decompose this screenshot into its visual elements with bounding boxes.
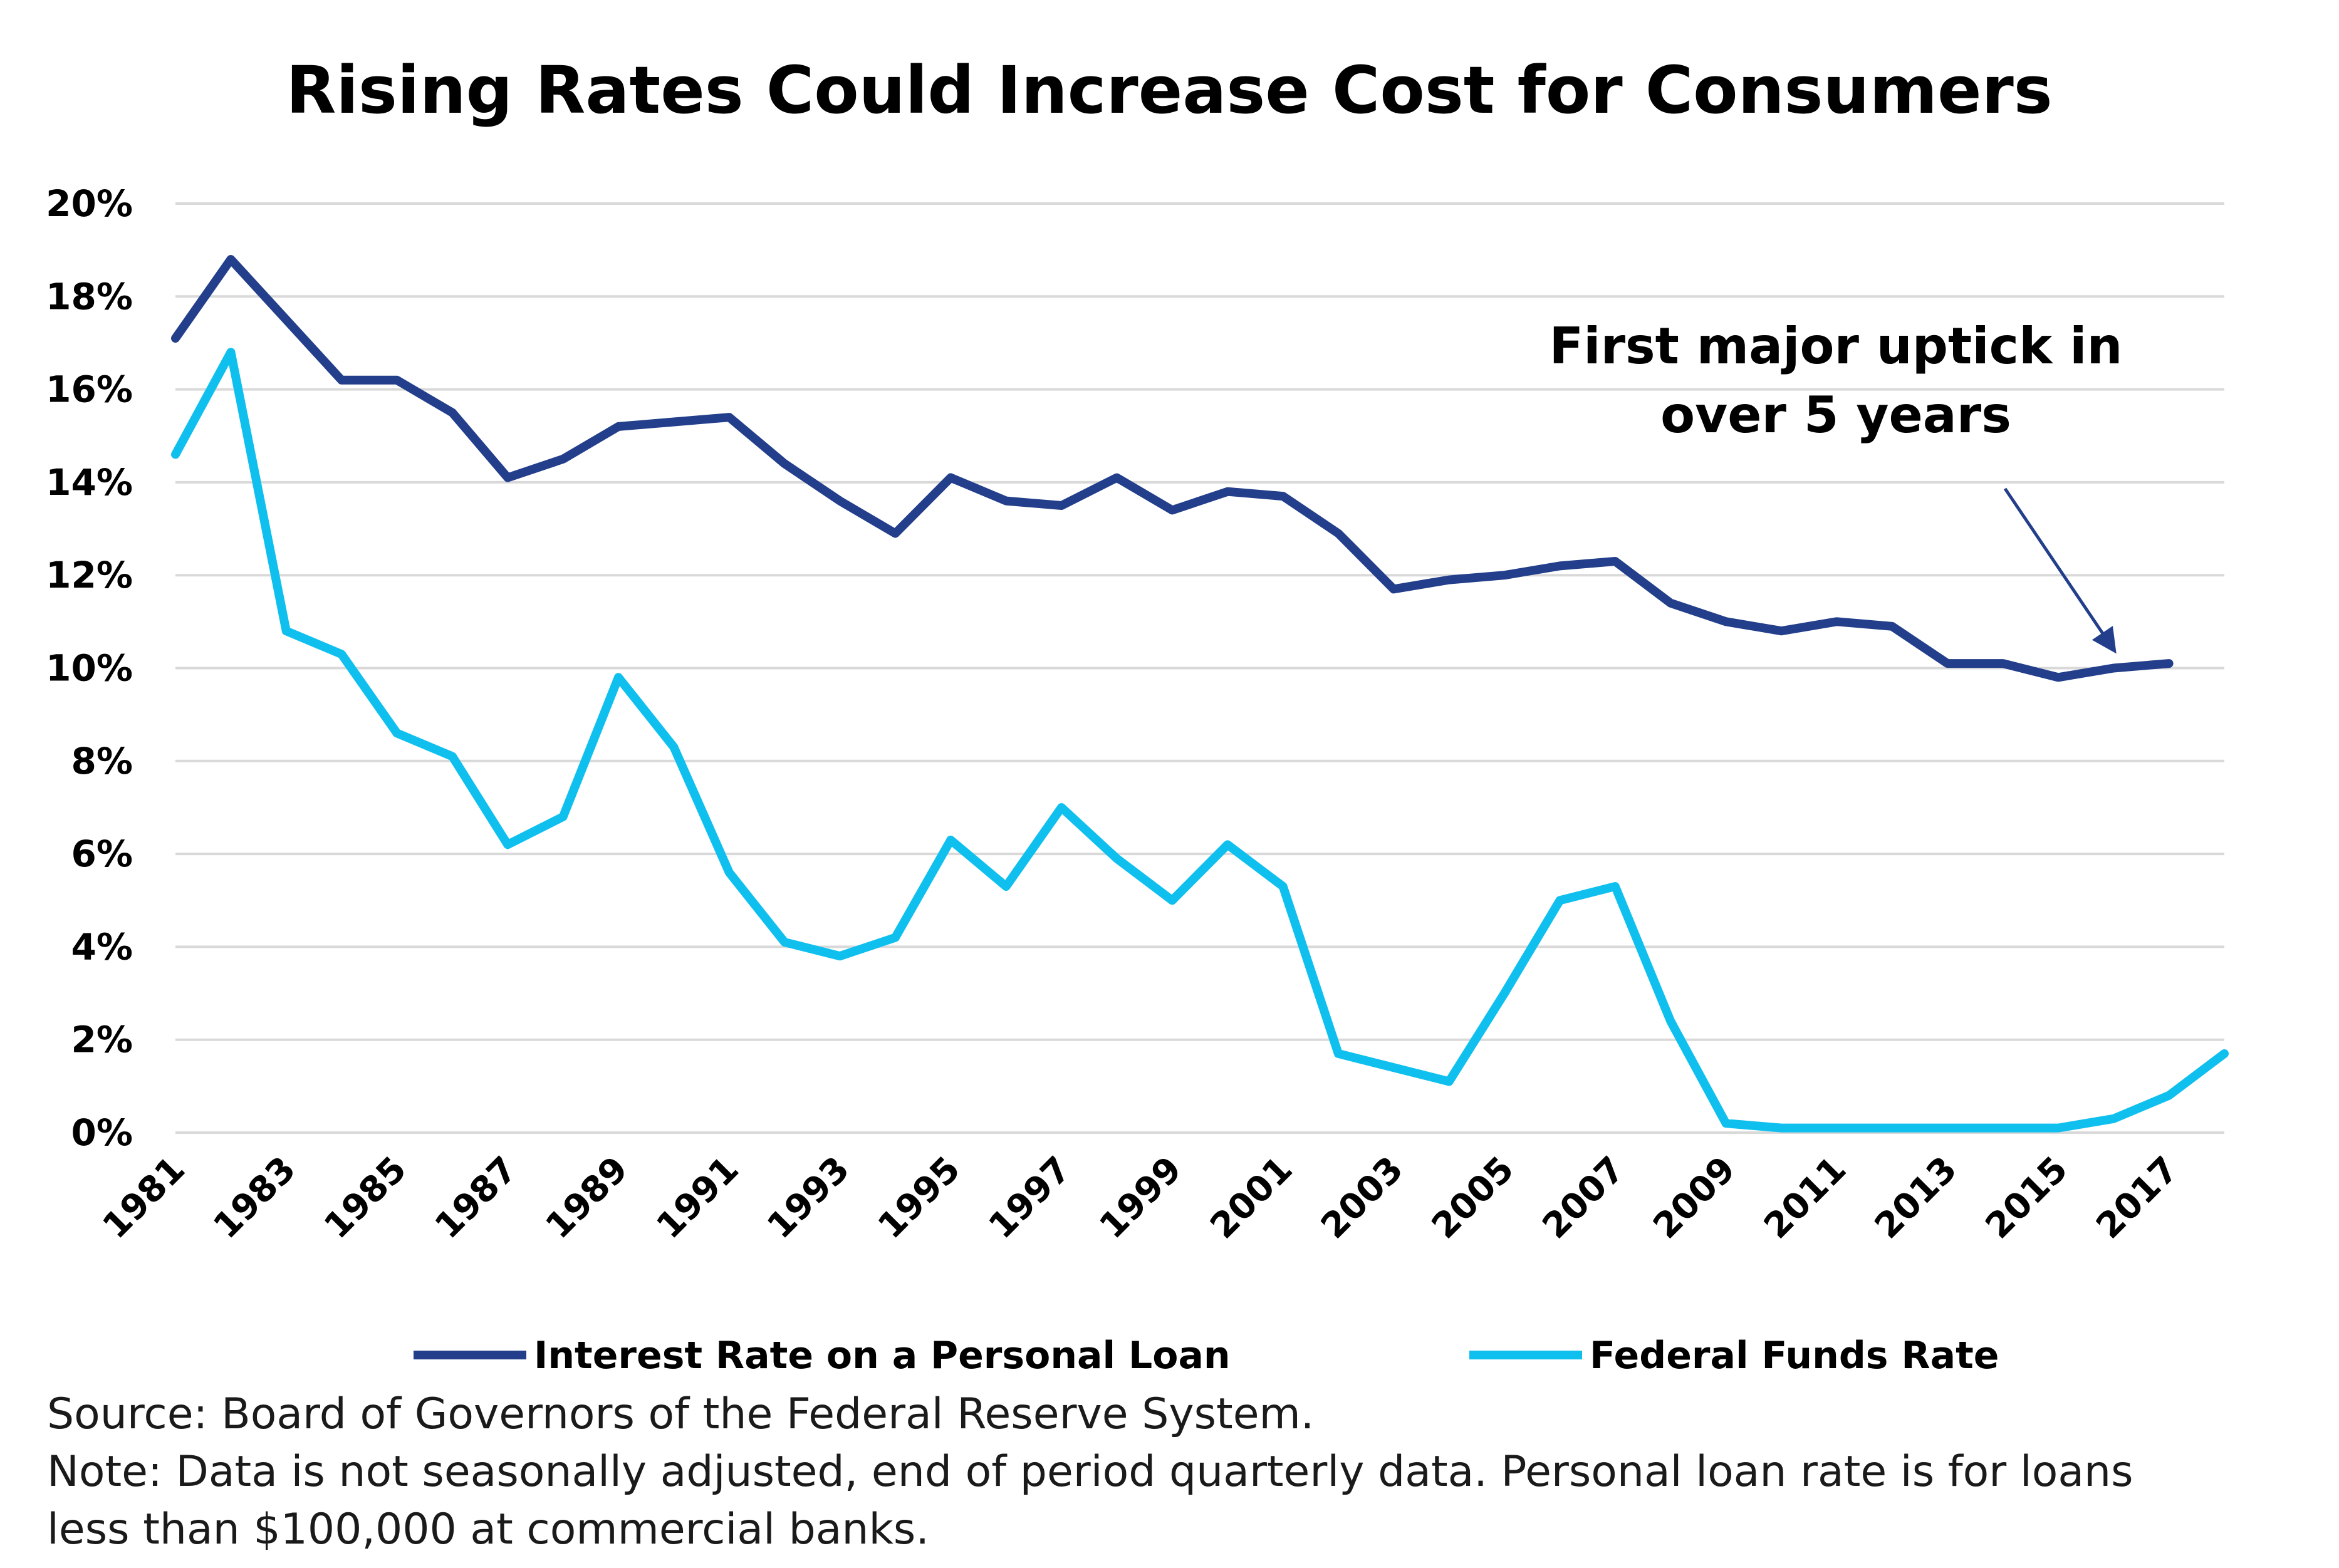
y-tick-label: 14%: [46, 461, 133, 504]
x-tick-label: 2017: [2088, 1149, 2186, 1247]
y-tick-label: 2%: [71, 1019, 133, 1061]
annotation: First major uptick in over 5 years: [1550, 317, 2123, 654]
annotation-line-2: over 5 years: [1660, 386, 2011, 444]
x-tick-label: 1993: [759, 1149, 857, 1247]
x-tick-label: 2015: [1978, 1149, 2076, 1247]
y-tick-label: 4%: [71, 925, 133, 968]
chart-title: Rising Rates Could Increase Cost for Con…: [286, 52, 2052, 128]
x-tick-label: 2005: [1424, 1149, 1522, 1247]
y-tick-label: 0%: [71, 1111, 133, 1154]
data-note-line-1: Note: Data is not seasonally adjusted, e…: [47, 1447, 2133, 1497]
x-tick-label: 1997: [981, 1149, 1079, 1247]
x-tick-label: 1987: [427, 1149, 525, 1247]
series-line-federal-funds: [171, 348, 2229, 1133]
y-tick-label: 16%: [46, 368, 133, 411]
x-tick-label: 2003: [1313, 1149, 1411, 1247]
series-line-personal-loan: [171, 255, 2174, 682]
x-tick-label: 2007: [1535, 1149, 1633, 1247]
x-tick-label: 2009: [1645, 1149, 1743, 1247]
x-axis-tick-labels: 1981 1983 1985 1987 1989 1991 1993 1995 1997 1999…: [95, 1149, 2187, 1247]
x-tick-label: 2001: [1202, 1149, 1300, 1247]
annotation-arrow: [2003, 487, 2117, 654]
x-tick-label: 1991: [649, 1149, 747, 1247]
x-tick-label: 1983: [206, 1149, 303, 1247]
footnotes: Source: Board of Governors of the Federa…: [47, 1389, 2133, 1554]
x-tick-label: 1989: [538, 1149, 636, 1247]
annotation-line-1: First major uptick in: [1550, 317, 2123, 375]
y-tick-label: 10%: [46, 647, 133, 690]
y-tick-label: 8%: [71, 740, 133, 782]
y-tick-label: 6%: [71, 833, 133, 875]
data-note-line-2: less than $100,000 at commercial banks.: [47, 1505, 929, 1554]
legend-label-personal-loan: Interest Rate on a Personal Loan: [534, 1334, 1231, 1378]
legend: Interest Rate on a Personal Loan Federal…: [414, 1334, 1999, 1378]
y-tick-label: 20%: [46, 182, 133, 225]
x-tick-label: 1981: [95, 1149, 193, 1247]
y-axis-tick-labels: 0% 2% 4% 6% 8% 10% 12% 14% 16% 18% 20%: [46, 182, 133, 1154]
x-tick-label: 2011: [1756, 1149, 1854, 1247]
y-tick-label: 18%: [46, 275, 133, 318]
x-tick-label: 1995: [870, 1149, 968, 1247]
x-tick-label: 1985: [316, 1149, 414, 1247]
legend-label-federal-funds: Federal Funds Rate: [1590, 1334, 1999, 1378]
series-lines: [171, 255, 2229, 1133]
x-tick-label: 2013: [1867, 1149, 1965, 1247]
source-note: Source: Board of Governors of the Federa…: [47, 1389, 1314, 1439]
x-tick-label: 1999: [1092, 1149, 1190, 1247]
gridlines: [175, 202, 2224, 1134]
y-tick-label: 12%: [46, 554, 133, 596]
